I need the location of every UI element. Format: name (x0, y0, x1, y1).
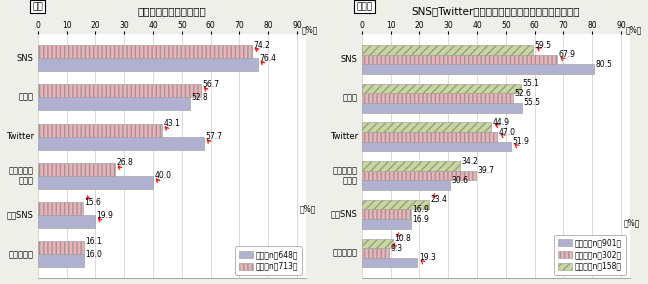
Bar (362, 180, 450, 190)
Text: 39.7: 39.7 (478, 166, 494, 175)
Text: 43.1: 43.1 (163, 119, 180, 128)
Bar (362, 122, 491, 132)
Text: 80.5: 80.5 (595, 60, 612, 69)
Text: 性別: 性別 (32, 2, 43, 11)
Text: 26.8: 26.8 (117, 158, 133, 168)
Legend: 男性（n＝648）, 女性（n＝713）: 男性（n＝648）, 女性（n＝713） (235, 246, 302, 275)
Text: 40.0: 40.0 (154, 171, 172, 180)
Text: 30.6: 30.6 (452, 176, 469, 185)
Text: 52.8: 52.8 (191, 93, 208, 102)
Text: 56.7: 56.7 (203, 80, 220, 89)
Text: 55.1: 55.1 (522, 79, 539, 88)
Bar (362, 248, 389, 258)
Text: 世代別: 世代別 (356, 2, 373, 11)
Title: SNS、Twitter、ミニブログは若年層の利用率が高い: SNS、Twitter、ミニブログは若年層の利用率が高い (411, 7, 580, 16)
Text: 67.9: 67.9 (559, 50, 576, 59)
Text: （%）: （%） (625, 25, 642, 34)
Text: 55.5: 55.5 (523, 99, 540, 107)
Text: 44.9: 44.9 (492, 118, 509, 127)
Bar (38, 202, 83, 215)
Bar (362, 84, 520, 93)
Bar (38, 84, 201, 97)
Bar (362, 171, 476, 180)
Bar (362, 239, 393, 248)
Bar (38, 58, 258, 71)
Text: 74.2: 74.2 (253, 41, 270, 50)
Bar (362, 258, 417, 267)
Bar (362, 132, 497, 142)
Bar (362, 200, 429, 210)
Bar (38, 45, 251, 58)
Text: 16.9: 16.9 (412, 205, 429, 214)
Bar (38, 124, 162, 137)
Text: 19.9: 19.9 (97, 211, 113, 220)
Bar (38, 137, 204, 149)
Bar (38, 215, 95, 228)
Text: 34.2: 34.2 (462, 157, 479, 166)
Text: 59.5: 59.5 (535, 41, 551, 50)
Text: （%）: （%） (300, 204, 316, 213)
Text: 19.3: 19.3 (419, 253, 435, 262)
Text: 9.3: 9.3 (390, 244, 402, 253)
Bar (38, 254, 84, 267)
Bar (38, 97, 190, 110)
Bar (362, 64, 594, 74)
Text: 52.6: 52.6 (515, 89, 532, 98)
Text: 57.7: 57.7 (205, 132, 222, 141)
Bar (362, 161, 460, 171)
Text: 47.0: 47.0 (499, 128, 516, 137)
Text: （%）: （%） (301, 25, 318, 34)
Bar (362, 93, 513, 103)
Bar (38, 176, 153, 189)
Title: 男性の利用率が高い傾向: 男性の利用率が高い傾向 (137, 7, 206, 16)
Bar (362, 219, 411, 229)
Text: （%）: （%） (624, 218, 640, 227)
Bar (362, 55, 557, 64)
Text: 16.9: 16.9 (412, 214, 429, 224)
Legend: 若年層（n＝901）, 中年層（n＝302）, 高齢層（n＝158）: 若年層（n＝901）, 中年層（n＝302）, 高齢層（n＝158） (554, 235, 626, 275)
Text: 15.6: 15.6 (84, 198, 101, 207)
Text: 16.1: 16.1 (86, 237, 102, 246)
Text: 51.9: 51.9 (513, 137, 529, 146)
Bar (362, 103, 522, 112)
Text: 16.0: 16.0 (86, 250, 102, 259)
Text: 76.4: 76.4 (259, 53, 277, 62)
Bar (362, 142, 511, 151)
Bar (362, 45, 533, 55)
Bar (38, 241, 84, 254)
Text: 10.8: 10.8 (395, 234, 411, 243)
Bar (362, 210, 411, 219)
Text: 23.4: 23.4 (431, 195, 448, 204)
Bar (38, 163, 115, 176)
